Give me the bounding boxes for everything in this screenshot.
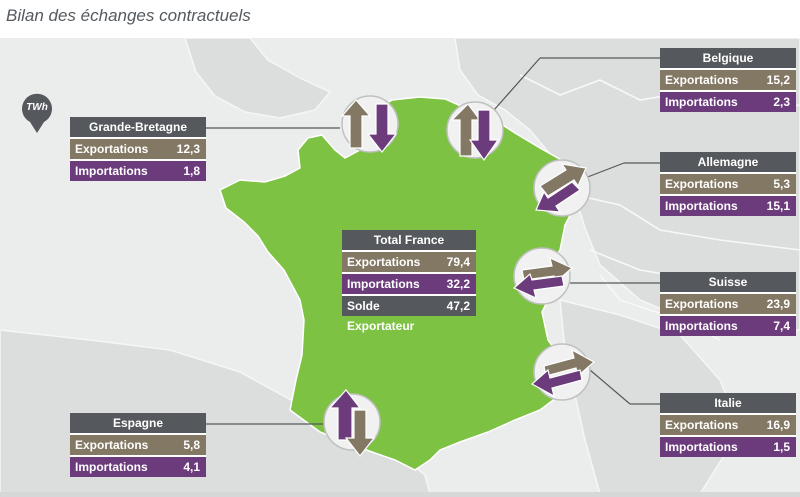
imports-row: Importations 4,1 (70, 457, 206, 477)
exports-row: Exportations 15,2 (660, 70, 796, 92)
country-name: Grande-Bretagne (70, 117, 206, 139)
arrows-suisse (512, 247, 574, 305)
arrows-belgique (446, 101, 504, 162)
country-name: Suisse (660, 272, 796, 294)
total-exports-label: Exportations (347, 255, 421, 269)
exports-value: 15,2 (766, 73, 790, 87)
exports-row: Exportations 23,9 (660, 294, 796, 316)
panel-espagne: Espagne Exportations 5,8 Importations 4,… (70, 413, 206, 477)
total-solde-value: 47,2 (446, 299, 470, 313)
total-imports-row: Importations 32,2 (342, 274, 476, 296)
imports-label: Importations (665, 319, 738, 333)
total-solde-label: Solde Exportateur (347, 299, 415, 333)
exports-label: Exportations (665, 177, 739, 191)
imports-label: Importations (75, 460, 148, 474)
imports-value: 1,8 (183, 164, 200, 178)
imports-label: Importations (665, 199, 738, 213)
exports-value: 16,9 (766, 418, 790, 432)
exports-label: Exportations (75, 142, 149, 156)
imports-row: Importations 2,3 (660, 92, 796, 112)
unit-label: TWh (26, 102, 48, 113)
panel-grande-bretagne: Grande-Bretagne Exportations 12,3 Import… (70, 117, 206, 181)
total-exports-row: Exportations 79,4 (342, 252, 476, 274)
leader-lines (205, 57, 660, 425)
exports-value: 23,9 (766, 297, 790, 311)
arrows-espagne (323, 389, 381, 457)
total-solde-row: Solde Exportateur 47,2 (342, 296, 476, 333)
unit-pin: TWh (20, 92, 54, 139)
exports-row: Exportations 12,3 (70, 139, 206, 161)
page-title: Bilan des échanges contractuels (6, 6, 251, 25)
total-imports-value: 32,2 (446, 277, 470, 291)
country-name: Allemagne (660, 152, 796, 174)
imports-row: Importations 7,4 (660, 316, 796, 336)
imports-row: Importations 15,1 (660, 196, 796, 216)
panel-italie: Italie Exportations 16,9 Importations 1,… (660, 393, 796, 457)
total-france-panel: Total France Exportations 79,4 Importati… (342, 230, 476, 333)
exports-value: 5,8 (183, 438, 200, 452)
imports-value: 4,1 (183, 460, 200, 474)
map-pin-icon (22, 93, 52, 133)
exports-label: Exportations (665, 418, 739, 432)
imports-label: Importations (665, 95, 738, 109)
imports-row: Importations 1,8 (70, 161, 206, 181)
imports-value: 15,1 (766, 199, 790, 213)
panel-allemagne: Allemagne Exportations 5,3 Importations … (660, 152, 796, 216)
arrows-allemagne (533, 159, 591, 217)
exports-label: Exportations (665, 73, 739, 87)
imports-label: Importations (665, 440, 738, 454)
exports-row: Exportations 5,3 (660, 174, 796, 196)
exports-label: Exportations (75, 438, 149, 452)
total-imports-label: Importations (347, 277, 420, 291)
total-exports-value: 79,4 (446, 255, 470, 269)
panel-suisse: Suisse Exportations 23,9 Importations 7,… (660, 272, 796, 336)
imports-value: 1,5 (773, 440, 790, 454)
imports-label: Importations (75, 164, 148, 178)
country-name: Italie (660, 393, 796, 415)
imports-row: Importations 1,5 (660, 437, 796, 457)
country-name: Espagne (70, 413, 206, 435)
imports-value: 7,4 (773, 319, 790, 333)
country-name: Belgique (660, 48, 796, 70)
exports-value: 5,3 (773, 177, 790, 191)
arrows-grande-bretagne (340, 95, 399, 153)
exports-label: Exportations (665, 297, 739, 311)
exports-row: Exportations 16,9 (660, 415, 796, 437)
exports-row: Exportations 5,8 (70, 435, 206, 457)
exports-value: 12,3 (176, 142, 200, 156)
imports-value: 2,3 (773, 95, 790, 109)
arrows-italie (530, 343, 596, 401)
total-france-title: Total France (342, 230, 476, 252)
panel-belgique: Belgique Exportations 15,2 Importations … (660, 48, 796, 112)
bottom-divider (0, 492, 800, 497)
